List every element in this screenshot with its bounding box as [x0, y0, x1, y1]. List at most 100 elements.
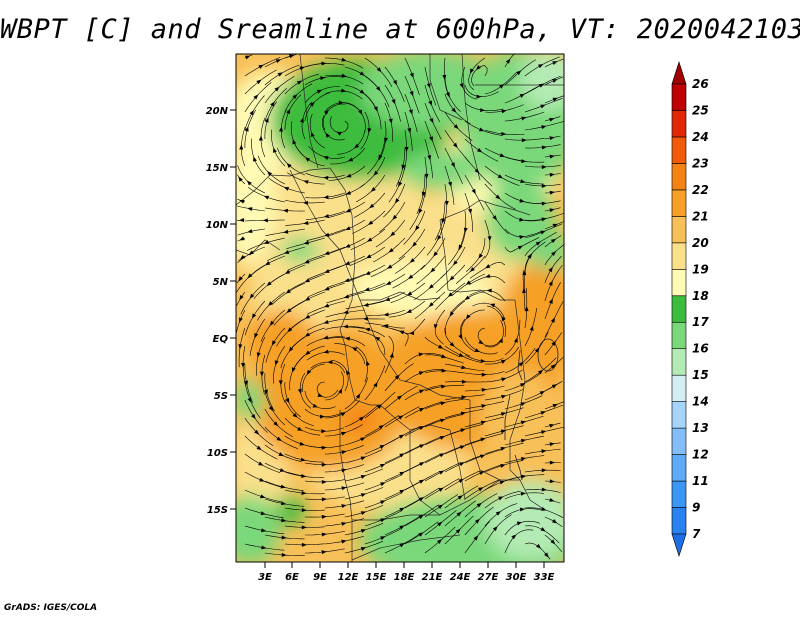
streamline-arrowhead [438, 487, 444, 492]
streamline-arrowhead [303, 221, 309, 226]
streamline-arrowhead [262, 218, 268, 223]
streamline-arrowhead [527, 253, 533, 259]
streamline-arrowhead [261, 545, 267, 550]
streamline-arrowhead [550, 317, 555, 323]
streamline-arrowhead [379, 463, 386, 468]
streamline-arrowhead [292, 94, 298, 100]
lon-label-24e: 24E [450, 572, 471, 583]
streamline-arrowhead [270, 101, 275, 107]
lakes [504, 338, 559, 481]
streamline-arrowhead [305, 157, 311, 162]
streamline-arrowhead [471, 188, 476, 195]
streamline-arrowhead [457, 495, 463, 500]
streamline-arrowhead [258, 135, 263, 141]
streamline-arrowhead [536, 543, 542, 549]
streamline-arrowhead [552, 79, 558, 83]
streamline-arrowhead [398, 415, 404, 420]
lon-label-30e: 30E [506, 572, 527, 583]
lat-label-10s: 10S [207, 448, 228, 459]
streamline-arrowhead [246, 180, 252, 186]
colorbar-label: 26 [692, 77, 709, 91]
lat-label-5s: 5S [214, 391, 228, 402]
streamline-arrowhead [479, 471, 485, 476]
streamline-arrowhead [501, 109, 507, 114]
streamline-arrowhead [550, 539, 556, 545]
streamline-arrowhead [305, 350, 311, 356]
streamline-arrowhead [529, 325, 534, 331]
lat-label-5n: 5N [213, 277, 229, 288]
streamline-arrowhead [277, 72, 283, 77]
streamline-arrowhead [325, 132, 330, 138]
streamline-arrowhead [541, 487, 547, 492]
streamline-arrowhead [254, 429, 260, 435]
streamline-arrowhead [392, 79, 398, 86]
streamline-arrowhead [489, 303, 496, 308]
streamline-arrowhead [289, 54, 295, 59]
streamline-arrowhead [386, 264, 393, 269]
streamline-arrowhead [519, 382, 526, 388]
streamline-arrowhead [272, 147, 277, 153]
streamline-arrowhead [327, 360, 333, 365]
streamline-arrowhead [499, 83, 505, 89]
streamline-arrowhead [550, 364, 556, 369]
colorbar-label: 18 [692, 289, 709, 303]
colorbar-label: 21 [692, 209, 709, 223]
streamline-arrowhead [376, 67, 382, 73]
streamline-arrowhead [367, 127, 372, 134]
streamline-arrowhead [396, 395, 403, 400]
streamline-arrowhead [519, 217, 525, 222]
streamline-arrowhead [409, 331, 415, 336]
streamline-arrowhead [249, 109, 254, 116]
streamline-arrowhead [374, 336, 381, 342]
colorbar-segment [671, 374, 687, 402]
streamline-arrowhead [522, 288, 527, 294]
colorbar-label: 14 [692, 395, 709, 409]
streamline-arrowhead [321, 497, 327, 502]
streamline-arrowhead [341, 57, 347, 62]
streamline-arrowhead [300, 457, 306, 462]
colorbar-segment [671, 427, 687, 455]
colorbar-segment [671, 216, 687, 244]
streamline-arrowhead [268, 405, 274, 412]
streamline-arrowhead [419, 444, 425, 449]
lon-label-15e: 15E [366, 572, 387, 583]
streamline-arrowhead [552, 61, 558, 65]
streamline-arrowhead [476, 94, 482, 99]
streamline-arrowhead [323, 349, 329, 354]
streamline-arrowhead [500, 446, 506, 451]
streamline-arrowhead [492, 526, 498, 532]
streamline-arrowhead [317, 393, 323, 397]
streamline-arrowhead [499, 480, 505, 485]
streamline-arrowhead [481, 372, 487, 377]
streamline-arrowhead [312, 403, 318, 408]
streamline-arrowhead [299, 66, 305, 71]
streamline-arrowhead [284, 269, 291, 274]
streamline-arrowhead [260, 511, 266, 516]
streamline-arrowhead [302, 200, 309, 205]
streamline-arrowhead [464, 295, 470, 300]
streamline-arrowhead [278, 380, 283, 386]
streamline-arrowhead [449, 341, 455, 347]
streamline-arrowhead [549, 442, 555, 447]
streamline-arrowhead [549, 190, 555, 195]
streamline-arrowhead [480, 359, 486, 364]
streamline-arrowhead [338, 100, 344, 105]
streamline-arrowhead [323, 319, 329, 324]
streamline-arrowhead [439, 436, 446, 440]
streamline-arrowhead [281, 552, 287, 557]
streamline-arrowhead [424, 173, 429, 179]
streamline-arrowhead [538, 64, 544, 69]
streamline-arrowhead [394, 198, 400, 204]
streamline-arrowhead [469, 267, 475, 272]
streamline-arrowhead [341, 73, 347, 78]
streamline-arrowhead [500, 412, 507, 416]
streamline-arrowhead [419, 408, 425, 412]
streamline-arrowhead [538, 83, 545, 88]
streamline-arrowhead [501, 315, 506, 322]
streamline-arrowhead [297, 426, 303, 431]
streamline-arrowhead [501, 131, 507, 136]
colorbar-min-triangle [671, 533, 687, 557]
streamline-arrowhead [447, 292, 453, 298]
streamline-arrowhead [409, 90, 414, 97]
streamline-arrowhead [408, 109, 413, 115]
